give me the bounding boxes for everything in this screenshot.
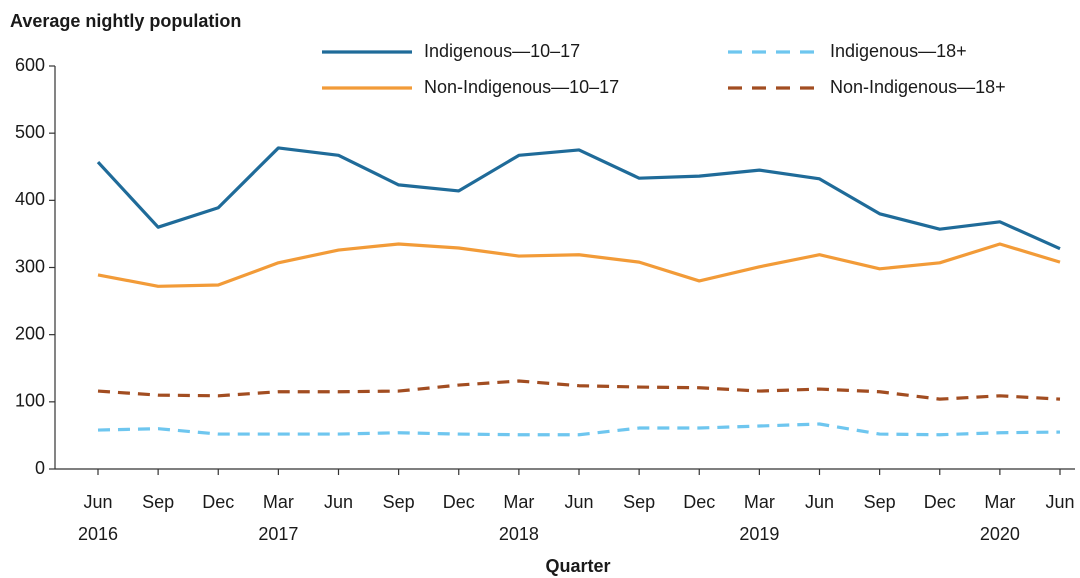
x-axis-title: Quarter [545,556,610,576]
legend-label: Non-Indigenous—10–17 [424,77,619,97]
x-tick-label: Sep [864,492,896,512]
x-tick-label: Mar [263,492,294,512]
line-series [97,379,1061,401]
x-tick-label: Sep [383,492,415,512]
x-tick-label: Dec [202,492,234,512]
y-tick-label: 400 [15,189,45,209]
x-tick-label: Dec [683,492,715,512]
x-tick-label: Dec [443,492,475,512]
x-tick-label: Jun [324,492,353,512]
x-year-label: 2019 [739,524,779,544]
y-tick-label: 100 [15,391,45,411]
x-tick-label: Jun [83,492,112,512]
x-tick-label: Jun [1045,492,1074,512]
legend-label: Indigenous—18+ [830,41,967,61]
x-tick-label: Sep [142,492,174,512]
x-tick-label: Sep [623,492,655,512]
x-tick-label: Jun [805,492,834,512]
y-tick-label: 200 [15,323,45,343]
y-tick-label: 600 [15,55,45,75]
x-tick-label: Mar [984,492,1015,512]
x-tick-label: Jun [564,492,593,512]
x-year-label: 2017 [258,524,298,544]
y-tick-label: 500 [15,122,45,142]
legend-label: Indigenous—10–17 [424,41,580,61]
legend-label: Non-Indigenous—18+ [830,77,1006,97]
y-axis-title: Average nightly population [10,11,241,31]
line-series [97,242,1061,288]
line-series [96,146,1061,251]
x-year-label: 2020 [980,524,1020,544]
x-tick-label: Dec [924,492,956,512]
x-year-label: 2018 [499,524,539,544]
x-tick-label: Mar [744,492,775,512]
x-year-label: 2016 [78,524,118,544]
line-series [97,422,1061,437]
y-tick-label: 300 [15,256,45,276]
y-tick-label: 0 [35,458,45,478]
x-tick-label: Mar [503,492,534,512]
